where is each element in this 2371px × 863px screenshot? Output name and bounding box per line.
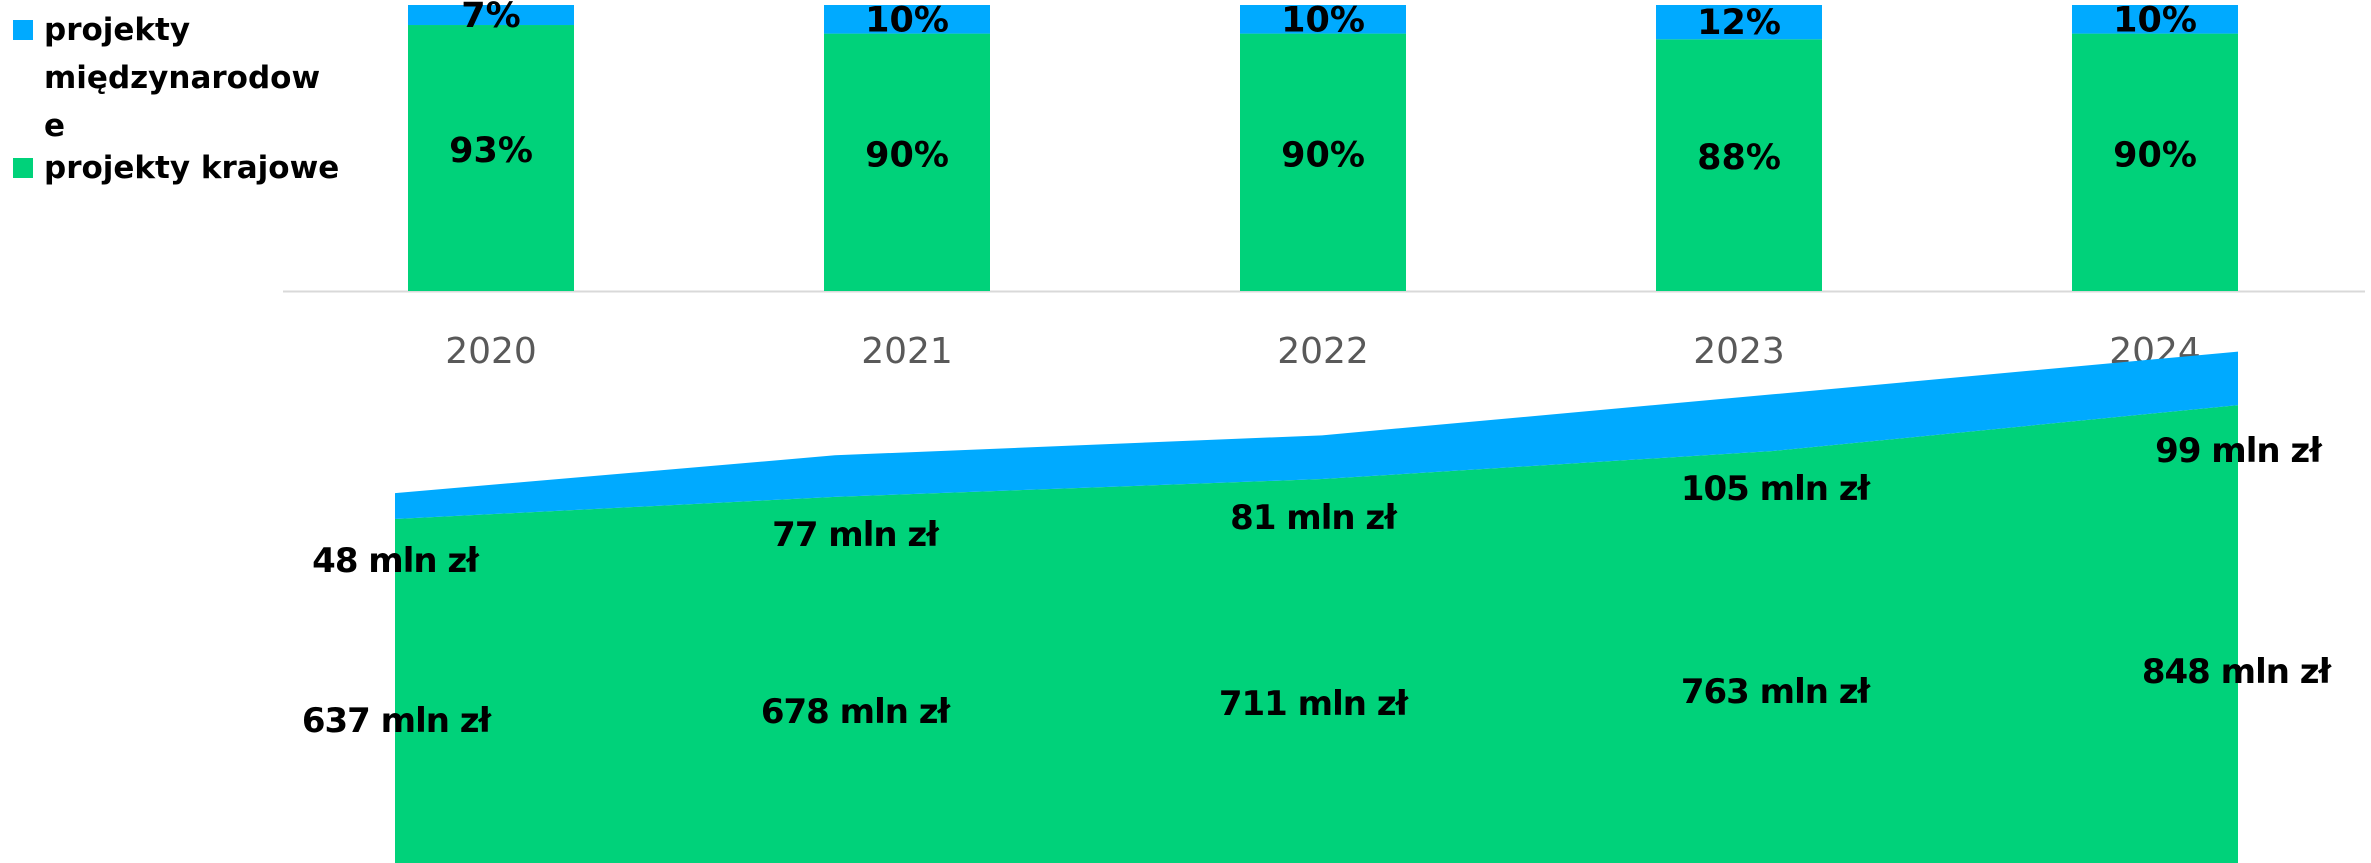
x-tick-label-2023: 2023 <box>1693 331 1785 372</box>
legend-label-international-line1: projekty <box>44 12 190 48</box>
area-label-international-2021: 77 mln zł <box>772 515 940 555</box>
bar-label-international-2020: 7% <box>461 0 520 36</box>
bar-international-2022 <box>1240 5 1406 34</box>
bar-domestic-2024 <box>2072 33 2238 291</box>
x-tick-label-2022: 2022 <box>1277 331 1369 372</box>
legend: projekty międzynarodow e projekty krajow… <box>13 12 339 186</box>
legend-swatch-domestic <box>13 158 33 178</box>
area-label-domestic-2024: 848 mln zł <box>2142 652 2333 692</box>
bar-label-international-2023: 12% <box>1697 3 1781 43</box>
legend-label-international-line2: międzynarodow <box>44 60 320 96</box>
bar-label-domestic-2020: 93% <box>449 131 533 171</box>
bar-domestic-2022 <box>1240 33 1406 291</box>
bar-international-2021 <box>824 5 990 34</box>
bar-label-international-2022: 10% <box>1281 0 1365 40</box>
stacked-area-chart: 637 mln zł 48 mln zł 678 mln zł 77 mln zł 71… <box>302 351 2334 863</box>
area-domestic <box>395 405 2238 863</box>
bar-label-domestic-2022: 90% <box>1281 135 1365 175</box>
legend-label-international-line3: e <box>44 108 65 144</box>
area-label-domestic-2021: 678 mln zł <box>761 692 952 732</box>
bar-domestic-2020 <box>408 25 574 292</box>
stacked-percent-bar-chart: 93% 7% 2020 90% 10% 2021 90% 10% 2022 88% 12% 2023 9… <box>283 0 2365 372</box>
area-label-domestic-2022: 711 mln zł <box>1219 684 1410 724</box>
bar-label-domestic-2021: 90% <box>865 135 949 175</box>
bar-international-2024 <box>2072 5 2238 34</box>
legend-label-domestic: projekty krajowe <box>44 150 339 186</box>
bar-label-domestic-2024: 90% <box>2113 135 2197 175</box>
area-label-international-2024: 99 mln zł <box>2155 431 2323 471</box>
bar-label-international-2021: 10% <box>865 0 949 40</box>
area-label-domestic-2023: 763 mln zł <box>1681 672 1872 712</box>
area-label-international-2023: 105 mln zł <box>1681 469 1872 509</box>
area-label-international-2020: 48 mln zł <box>312 541 480 581</box>
area-label-domestic-2020: 637 mln zł <box>302 701 493 741</box>
bar-international-2023 <box>1656 5 1822 40</box>
bar-international-2020 <box>408 5 574 26</box>
legend-swatch-international <box>13 20 33 40</box>
x-tick-label-2021: 2021 <box>861 331 953 372</box>
area-international <box>395 351 2238 520</box>
x-tick-label-2020: 2020 <box>445 331 537 372</box>
bar-domestic-2023 <box>1656 39 1822 291</box>
area-label-international-2022: 81 mln zł <box>1230 498 1398 538</box>
bar-label-domestic-2023: 88% <box>1697 138 1781 178</box>
bar-label-international-2024: 10% <box>2113 0 2197 40</box>
bar-domestic-2021 <box>824 33 990 291</box>
